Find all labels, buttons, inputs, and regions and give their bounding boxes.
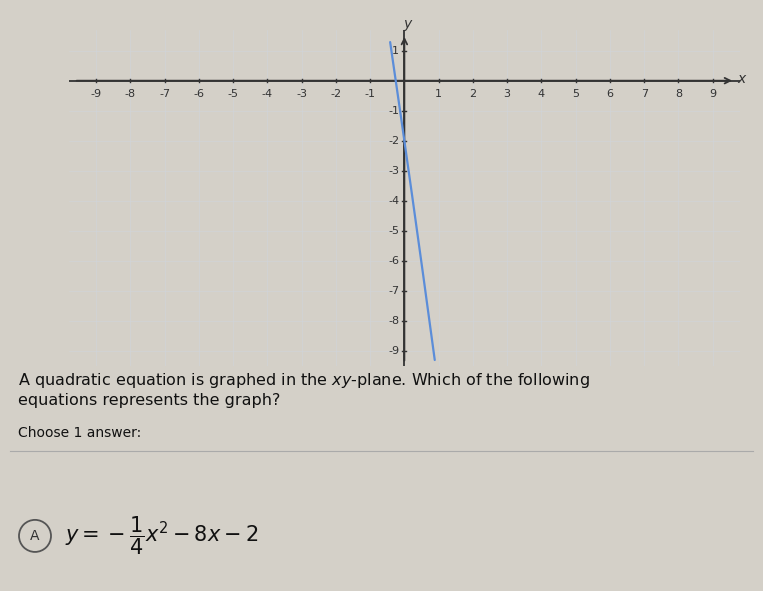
Text: -1: -1 <box>365 89 375 99</box>
Text: -6: -6 <box>388 256 399 266</box>
Text: 7: 7 <box>641 89 648 99</box>
Text: -7: -7 <box>388 286 399 296</box>
Text: -5: -5 <box>227 89 239 99</box>
Text: -4: -4 <box>388 196 399 206</box>
Text: -2: -2 <box>330 89 341 99</box>
Text: -8: -8 <box>388 316 399 326</box>
Text: 4: 4 <box>538 89 545 99</box>
Text: 9: 9 <box>709 89 716 99</box>
Text: -7: -7 <box>159 89 170 99</box>
Text: -5: -5 <box>388 226 399 236</box>
Text: 3: 3 <box>504 89 510 99</box>
Text: Choose 1 answer:: Choose 1 answer: <box>18 426 141 440</box>
Text: -9: -9 <box>91 89 101 99</box>
Text: -1: -1 <box>388 106 399 116</box>
Text: -3: -3 <box>296 89 307 99</box>
Text: equations represents the graph?: equations represents the graph? <box>18 392 280 408</box>
Text: A quadratic equation is graphed in the $xy$-plane. Which of the following: A quadratic equation is graphed in the $… <box>18 371 590 389</box>
Text: -9: -9 <box>388 346 399 356</box>
Text: -4: -4 <box>262 89 273 99</box>
Text: 2: 2 <box>469 89 476 99</box>
Text: 8: 8 <box>675 89 682 99</box>
Text: $y$: $y$ <box>403 18 414 33</box>
Text: $y = -\dfrac{1}{4}x^2 - 8x - 2$: $y = -\dfrac{1}{4}x^2 - 8x - 2$ <box>65 515 258 557</box>
Text: 6: 6 <box>607 89 613 99</box>
Text: -3: -3 <box>388 166 399 176</box>
Text: -8: -8 <box>125 89 136 99</box>
Text: -6: -6 <box>193 89 204 99</box>
Text: 1: 1 <box>392 46 399 56</box>
Text: 5: 5 <box>572 89 579 99</box>
Text: 1: 1 <box>435 89 442 99</box>
Text: -2: -2 <box>388 136 399 146</box>
Text: A: A <box>31 529 40 543</box>
Text: $x$: $x$ <box>737 72 748 86</box>
